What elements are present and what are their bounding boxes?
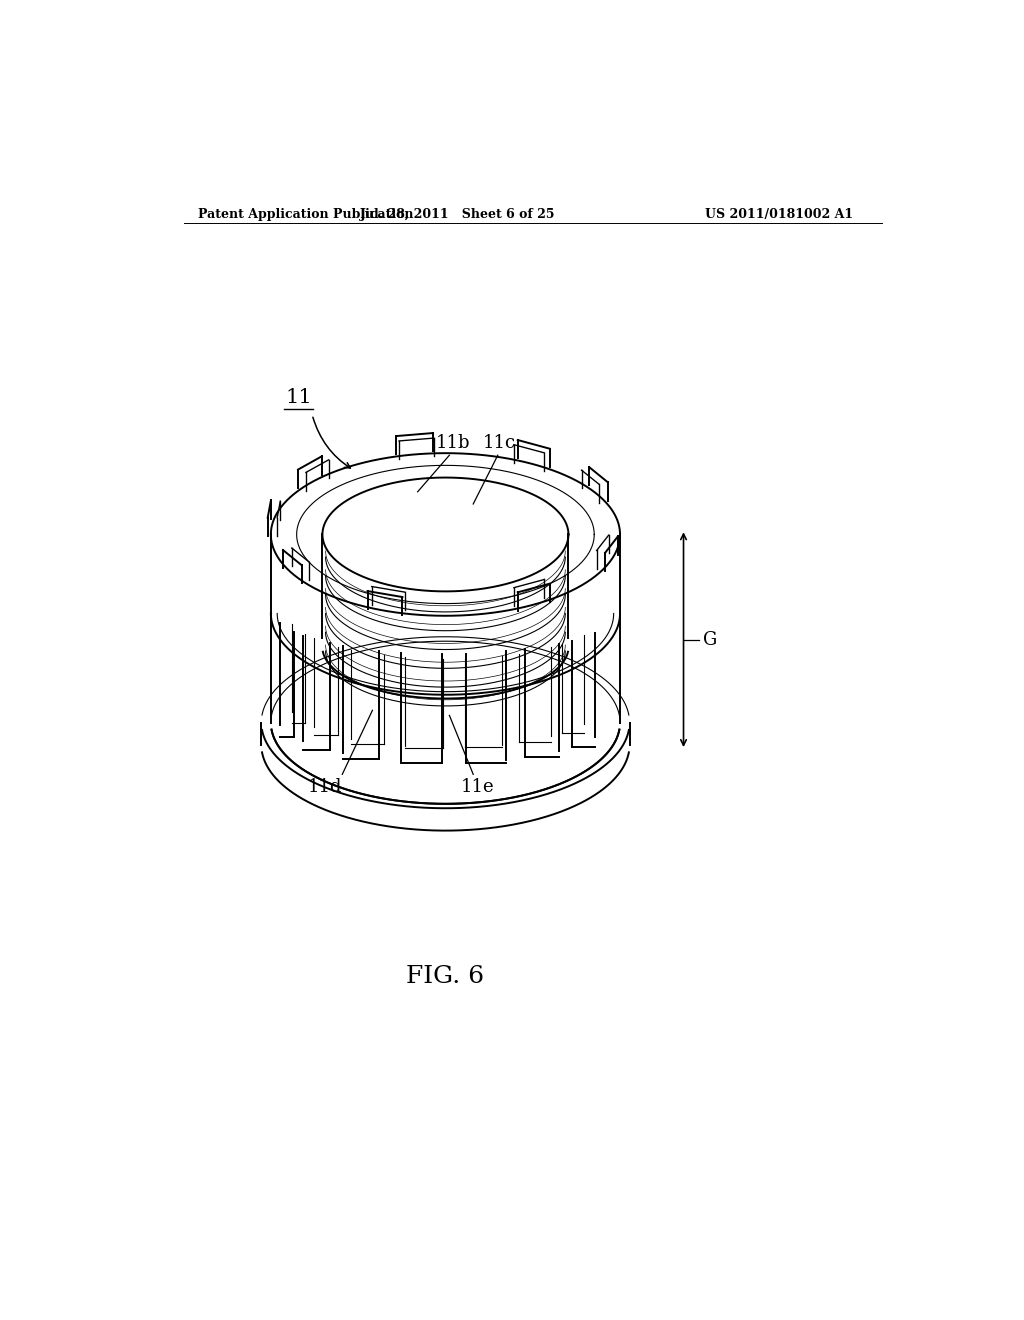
Text: Patent Application Publication: Patent Application Publication <box>198 207 414 220</box>
Polygon shape <box>270 535 620 804</box>
Polygon shape <box>323 478 568 591</box>
Text: 11c: 11c <box>483 434 516 451</box>
Text: US 2011/0181002 A1: US 2011/0181002 A1 <box>705 207 853 220</box>
Text: G: G <box>703 631 718 648</box>
Text: 11e: 11e <box>461 777 494 796</box>
Polygon shape <box>271 453 620 615</box>
Text: 11d: 11d <box>307 777 342 796</box>
Text: 11b: 11b <box>436 434 471 451</box>
Text: Jul. 28, 2011   Sheet 6 of 25: Jul. 28, 2011 Sheet 6 of 25 <box>359 207 555 220</box>
Text: FIG. 6: FIG. 6 <box>407 965 484 989</box>
Text: 11: 11 <box>286 388 312 407</box>
Polygon shape <box>261 722 630 830</box>
